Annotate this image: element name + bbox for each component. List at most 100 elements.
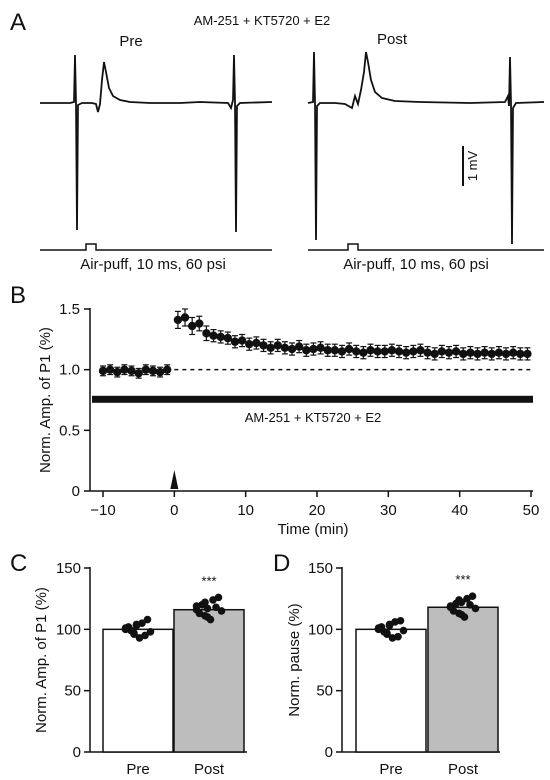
data-point — [494, 348, 504, 357]
time-course-y-ticks: 0 0.5 1.0 1.5 — [59, 301, 90, 500]
category-label: Pre — [126, 761, 149, 778]
panel-d-letter: D — [273, 550, 290, 577]
x-tick-label: 50 — [523, 502, 540, 519]
panel-c: C 0 50 100 150 Pre *** Post Norm. Amp. of P1 … — [10, 550, 247, 778]
data-point — [401, 348, 411, 357]
pause-y-label: Norm. pause (%) — [286, 603, 303, 716]
data-point — [202, 329, 211, 338]
data-point — [134, 369, 143, 378]
y-tick-label: 0 — [73, 744, 81, 761]
data-point — [451, 347, 461, 356]
individual-data-point — [466, 601, 474, 609]
x-tick-label: 0 — [170, 502, 178, 519]
pause-y-ticks: 0 50 100 150 — [308, 560, 342, 761]
y-tick-label: 50 — [64, 683, 81, 700]
data-point — [98, 366, 108, 376]
y-tick-label: 100 — [56, 621, 81, 638]
data-point — [459, 349, 468, 359]
bar-post — [427, 606, 499, 753]
individual-data-point — [457, 598, 466, 607]
data-point — [409, 347, 418, 356]
y-tick-label: 100 — [308, 621, 333, 638]
time-course-x-ticks: −10 0 10 20 30 40 50 — [90, 491, 539, 519]
individual-data-point — [209, 596, 217, 604]
individual-data-point — [132, 620, 141, 629]
data-point — [394, 347, 404, 356]
bar-pre — [355, 628, 427, 753]
data-point — [216, 332, 225, 342]
data-point — [266, 343, 275, 353]
data-point — [466, 348, 475, 357]
bar-post — [173, 608, 245, 753]
data-point — [330, 346, 340, 355]
data-point — [120, 365, 129, 374]
data-point — [423, 348, 432, 357]
y-tick-label: 0 — [325, 744, 333, 761]
data-point — [280, 343, 290, 353]
panel-a-letter: A — [10, 9, 26, 36]
y-tick-label: 0 — [72, 483, 80, 500]
y-tick-label: 1.5 — [59, 301, 80, 318]
panel-a: A AM-251 + KT5720 + E2 Pre Post 1 mV Air… — [10, 9, 545, 273]
scale-bar-label: 1 mV — [465, 151, 480, 182]
data-point — [287, 344, 297, 354]
data-point — [127, 366, 136, 376]
data-point — [508, 348, 518, 357]
data-point — [155, 367, 165, 377]
data-point — [230, 337, 240, 346]
panel-b: B 0 0.5 1.0 1.5 −10 0 10 20 30 40 50 AM-251 + KT5… — [10, 282, 539, 538]
data-point — [373, 347, 382, 356]
drug-condition-label: AM-251 + KT5720 + E2 — [245, 410, 382, 425]
individual-data-point — [385, 621, 394, 630]
pre-trace-label: Pre — [119, 33, 142, 50]
data-point — [237, 336, 247, 345]
x-tick-label: 20 — [309, 502, 326, 519]
data-point — [316, 343, 325, 353]
pre-voltage-trace — [40, 54, 273, 233]
x-tick-label: 30 — [380, 502, 397, 519]
individual-data-point — [383, 629, 391, 637]
category-label: Post — [448, 761, 479, 778]
post-stimulus-line — [308, 243, 544, 251]
individual-data-point — [143, 615, 152, 624]
post-trace-label: Post — [377, 31, 408, 48]
data-point — [387, 346, 397, 355]
pre-stimulus-line — [40, 243, 272, 251]
y-tick-label: 150 — [56, 560, 81, 577]
amplitude-y-label: Norm. Amp. of P1 (%) — [33, 587, 50, 733]
significance-marker: *** — [455, 572, 470, 587]
individual-data-point — [460, 613, 469, 621]
individual-data-point — [206, 615, 215, 624]
post-voltage-trace — [307, 51, 545, 245]
individual-data-point — [446, 602, 455, 610]
data-point — [209, 331, 218, 340]
y-tick-label: 150 — [308, 560, 333, 577]
y-tick-label: 0.5 — [59, 422, 80, 439]
data-point — [359, 348, 368, 357]
data-point — [294, 342, 304, 351]
data-point — [223, 333, 233, 343]
data-point — [352, 347, 361, 356]
panel-c-letter: C — [10, 550, 27, 577]
data-point — [437, 347, 447, 356]
category-label: Post — [194, 761, 225, 778]
x-tick-label: 10 — [237, 502, 254, 519]
individual-data-point — [212, 603, 220, 612]
individual-data-point — [135, 634, 144, 642]
individual-data-point — [374, 624, 383, 632]
panel-a-condition-label: AM-251 + KT5720 + E2 — [194, 13, 331, 28]
bar-pre — [102, 628, 174, 753]
individual-data-point — [388, 634, 397, 642]
data-point — [302, 346, 311, 355]
y-tick-label: 50 — [316, 683, 333, 700]
data-point — [309, 344, 318, 354]
individual-data-point — [203, 604, 212, 613]
time-course-x-label: Time (min) — [277, 521, 348, 538]
data-point — [337, 347, 347, 356]
data-point — [273, 341, 282, 350]
individual-data-point — [121, 624, 130, 632]
individual-data-point — [471, 604, 480, 613]
data-point — [473, 349, 482, 359]
data-point — [180, 313, 190, 322]
